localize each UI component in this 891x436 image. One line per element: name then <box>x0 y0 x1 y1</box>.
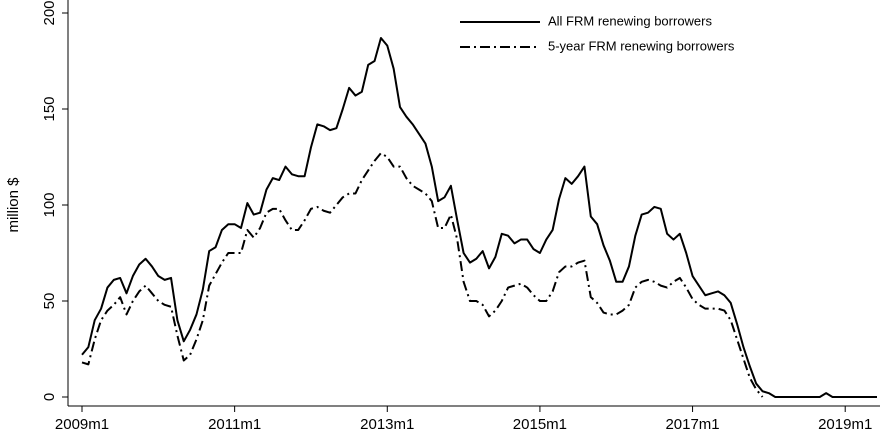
y-tick-label: 100 <box>41 192 58 217</box>
y-tick-label: 0 <box>41 393 58 401</box>
x-tick-label: 2015m1 <box>513 416 567 433</box>
series-line <box>81 152 764 398</box>
y-tick-label: 50 <box>41 293 58 310</box>
x-tick-label: 2017m1 <box>665 416 719 433</box>
y-axis-label: million $ <box>5 177 22 233</box>
x-tick-label: 2009m1 <box>55 416 109 433</box>
x-tick-label: 2013m1 <box>360 416 414 433</box>
y-tick-label: 150 <box>41 96 58 121</box>
series-line <box>81 36 877 398</box>
legend-label: All FRM renewing borrowers <box>548 13 712 28</box>
x-tick-label: 2011m1 <box>208 416 261 433</box>
x-tick-label: 2019m1 <box>818 416 872 433</box>
y-tick-label: 200 <box>41 0 58 25</box>
legend-label: 5-year FRM renewing borrowers <box>548 38 735 53</box>
